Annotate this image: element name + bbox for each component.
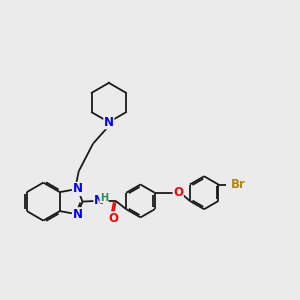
Text: Br: Br (231, 178, 246, 191)
Text: N: N (73, 182, 82, 195)
Text: N: N (94, 194, 104, 207)
Text: O: O (173, 186, 183, 199)
Text: H: H (100, 193, 108, 203)
Text: O: O (108, 212, 118, 225)
Text: N: N (104, 116, 114, 129)
Text: N: N (73, 208, 82, 221)
